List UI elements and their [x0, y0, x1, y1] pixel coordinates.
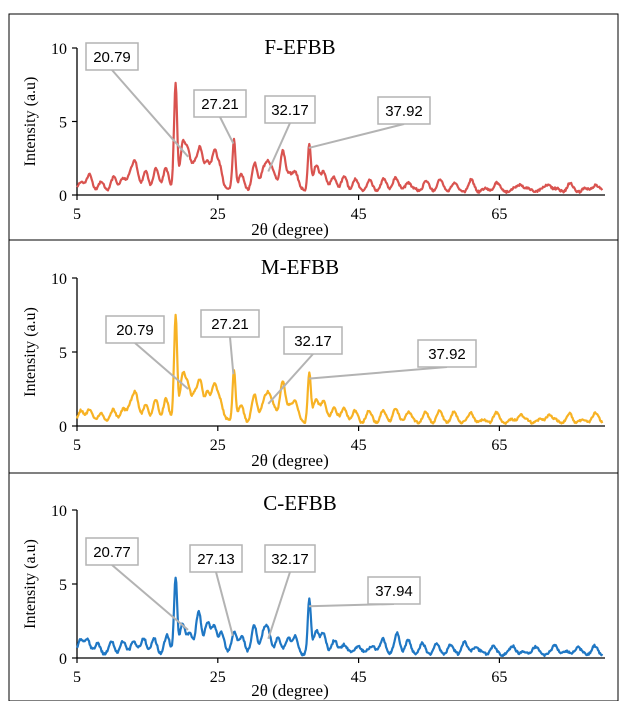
y-tick-label: 0	[59, 651, 67, 668]
peak-callout: 32.17	[264, 544, 316, 640]
x-tick-label: 25	[210, 206, 226, 223]
x-tick-label: 45	[351, 206, 367, 223]
callout-leader-line	[111, 564, 189, 631]
callout-box	[200, 309, 260, 338]
callout-box	[105, 315, 165, 344]
callout-leader-line	[219, 116, 235, 144]
x-axis-label: 2θ (degree)	[251, 681, 329, 700]
callout-leader-line	[267, 571, 291, 640]
xrd-series-line	[76, 81, 604, 194]
peak-callout: 20.79	[85, 42, 189, 158]
callout-leader-line	[308, 123, 405, 149]
callout-box	[85, 537, 139, 566]
callout-box	[417, 339, 477, 368]
xrd-series-line	[75, 313, 604, 425]
peak-callout: 37.92	[308, 96, 431, 149]
callout-leader-line	[229, 336, 235, 375]
y-axis-label: Intensity (a.u)	[22, 307, 39, 397]
callout-leader-line	[215, 571, 234, 637]
y-tick-label: 10	[51, 41, 67, 58]
y-tick-label: 0	[59, 188, 67, 205]
y-tick-label: 5	[59, 345, 67, 362]
x-tick-label: 45	[351, 437, 367, 454]
x-axis-label: 2θ (degree)	[251, 451, 329, 470]
x-tick-label: 25	[210, 437, 226, 454]
y-tick-label: 10	[51, 503, 67, 520]
callout-box	[377, 96, 431, 125]
callout-label: 32.17	[294, 333, 332, 350]
chart-title: M-EFBB	[261, 255, 339, 279]
y-tick-label: 5	[59, 115, 67, 132]
y-axis-label: Intensity (a.u)	[22, 539, 39, 629]
callout-label: 32.17	[271, 551, 309, 568]
callout-label: 20.79	[116, 322, 154, 339]
x-axis-label: 2θ (degree)	[251, 220, 329, 239]
y-tick-label: 5	[59, 577, 67, 594]
x-tick-label: 5	[73, 669, 81, 686]
callout-leader-line	[111, 69, 189, 158]
peak-callout: 27.21	[200, 309, 260, 375]
callout-label: 20.79	[93, 49, 131, 66]
x-tick-label: 5	[73, 206, 81, 223]
peak-callout: 27.21	[193, 89, 247, 144]
x-tick-label: 65	[491, 437, 507, 454]
chart-title: C-EFBB	[263, 491, 337, 515]
x-tick-label: 25	[210, 669, 226, 686]
x-tick-label: 65	[491, 669, 507, 686]
callout-leader-line	[267, 122, 291, 172]
xrd-series-line	[76, 576, 604, 658]
chart-title: F-EFBB	[264, 35, 335, 59]
callout-label: 37.92	[428, 346, 466, 363]
callout-leader-line	[308, 366, 448, 380]
callout-label: 27.21	[211, 316, 249, 333]
peak-callout: 32.17	[264, 95, 316, 172]
x-tick-label: 5	[73, 437, 81, 454]
callout-label: 27.13	[197, 551, 235, 568]
peak-callout: 20.77	[85, 537, 189, 631]
peak-callout: 20.79	[105, 315, 189, 390]
callout-label: 37.92	[385, 103, 423, 120]
peak-callout: 37.92	[308, 339, 477, 380]
y-tick-label: 0	[59, 419, 67, 436]
callout-label: 37.94	[375, 583, 413, 600]
callout-box	[193, 89, 247, 118]
callout-leader-line	[134, 342, 189, 390]
peak-callout: 27.13	[189, 544, 243, 637]
callout-box	[283, 326, 343, 355]
callout-box	[264, 544, 316, 573]
callout-label: 20.77	[93, 544, 131, 561]
callout-box	[367, 576, 421, 605]
peak-callout: 32.17	[267, 326, 343, 405]
callout-label: 32.17	[271, 102, 309, 119]
callout-box	[85, 42, 139, 71]
y-axis-label: Intensity (a.u)	[22, 77, 39, 167]
callout-box	[189, 544, 243, 573]
x-tick-label: 65	[491, 206, 507, 223]
peak-callout: 37.94	[308, 576, 421, 608]
x-tick-label: 45	[351, 669, 367, 686]
callout-box	[264, 95, 316, 124]
callout-label: 27.21	[201, 96, 239, 113]
callout-leader-line	[267, 353, 314, 405]
panel-frame	[8, 472, 619, 701]
y-tick-label: 10	[51, 271, 67, 288]
